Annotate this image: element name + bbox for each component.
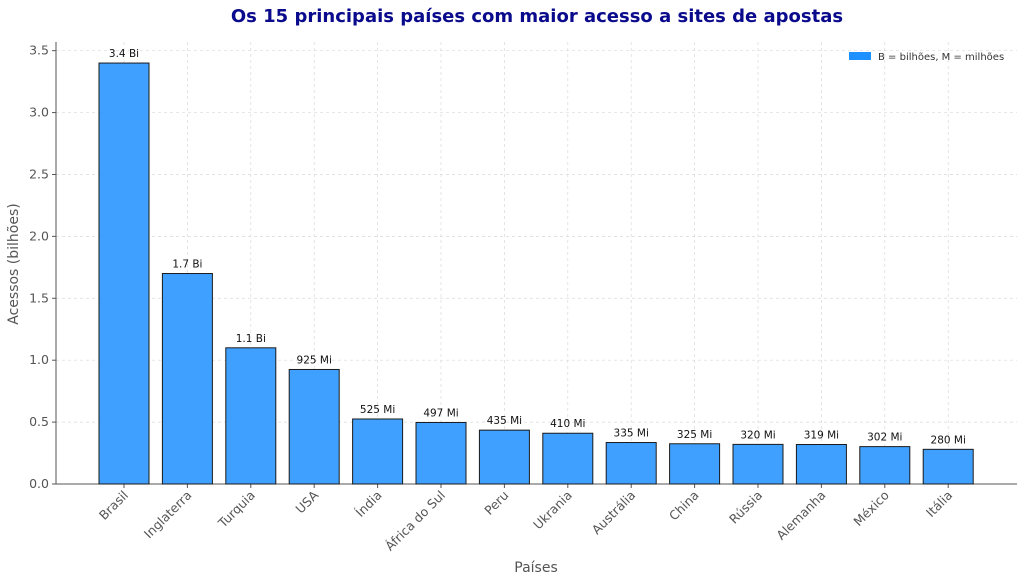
- bar-7: [542, 432, 594, 485]
- data-label: 320 Mi: [740, 429, 775, 441]
- x-tick-label: Brasil: [96, 488, 131, 523]
- x-tick-label: China: [666, 488, 702, 524]
- x-tick-label: Ukrania: [530, 488, 575, 533]
- data-label: 525 Mi: [360, 404, 395, 416]
- legend-label: B = bilhões, M = milhões: [878, 52, 1004, 63]
- bar-8: [605, 442, 657, 485]
- bar-12: [859, 446, 911, 485]
- legend-color-patch: [849, 52, 871, 60]
- y-tick-label: 3.0: [29, 105, 49, 120]
- x-axis-label: Países: [514, 560, 557, 576]
- data-label: 435 Mi: [487, 415, 522, 427]
- y-tick-label: 2.5: [29, 166, 49, 181]
- x-tick-label: Turquia: [214, 488, 258, 532]
- bar-3: [288, 368, 340, 485]
- x-tick-label: Rússia: [726, 488, 765, 527]
- bar-10: [732, 443, 784, 485]
- data-label: 335 Mi: [614, 428, 649, 440]
- data-label: 1.1 Bi: [236, 333, 266, 345]
- x-tick-label: África do Sul: [382, 488, 448, 554]
- y-tick-label: 0.0: [29, 476, 49, 491]
- data-label: 410 Mi: [550, 418, 585, 430]
- x-tick-label: Peru: [481, 488, 511, 518]
- y-tick-label: 1.5: [29, 290, 49, 305]
- data-label: 3.4 Bi: [109, 48, 139, 60]
- bar-4: [352, 418, 404, 485]
- data-label: 925 Mi: [297, 354, 332, 366]
- legend: B = bilhões, M = milhões: [849, 52, 1004, 63]
- data-labels: 3.4 Bi 1.7 Bi 1.1 Bi 925 Mi 525 Mi 497 Mi 435 …: [109, 48, 966, 446]
- bar-2: [225, 347, 277, 485]
- data-label: 319 Mi: [804, 430, 839, 442]
- data-label: 302 Mi: [867, 432, 902, 444]
- x-tick-label: USA: [292, 487, 321, 516]
- bar-9: [669, 443, 721, 485]
- x-tick-label: México: [850, 488, 891, 529]
- bar-11: [795, 444, 847, 485]
- x-tick-label: Austrália: [589, 488, 639, 538]
- data-label: 497 Mi: [423, 407, 458, 419]
- x-tick-label: Alemanha: [773, 488, 828, 543]
- data-label: 325 Mi: [677, 429, 712, 441]
- data-label: 280 Mi: [931, 434, 966, 446]
- x-tick-label: Itália: [923, 488, 955, 520]
- x-tick-label: Inglaterra: [141, 488, 195, 542]
- bar-0: [98, 62, 150, 485]
- y-tick-label: 0.5: [29, 414, 49, 429]
- bar-1: [161, 273, 213, 485]
- chart-title: Os 15 principais países com maior acesso…: [231, 6, 843, 27]
- axes: [52, 42, 1017, 488]
- y-tick-label: 3.5: [29, 43, 49, 58]
- bar-13: [922, 448, 974, 485]
- data-label: 1.7 Bi: [172, 259, 202, 271]
- grid: [56, 42, 1017, 485]
- bar-6: [478, 429, 530, 485]
- bars: [98, 62, 974, 485]
- bar-5: [415, 421, 467, 485]
- x-tick-label: Índia: [352, 488, 384, 520]
- y-tick-label: 1.0: [29, 352, 49, 367]
- y-tick-label: 2.0: [29, 228, 49, 243]
- y-axis-label: Acessos (bilhões): [6, 203, 22, 324]
